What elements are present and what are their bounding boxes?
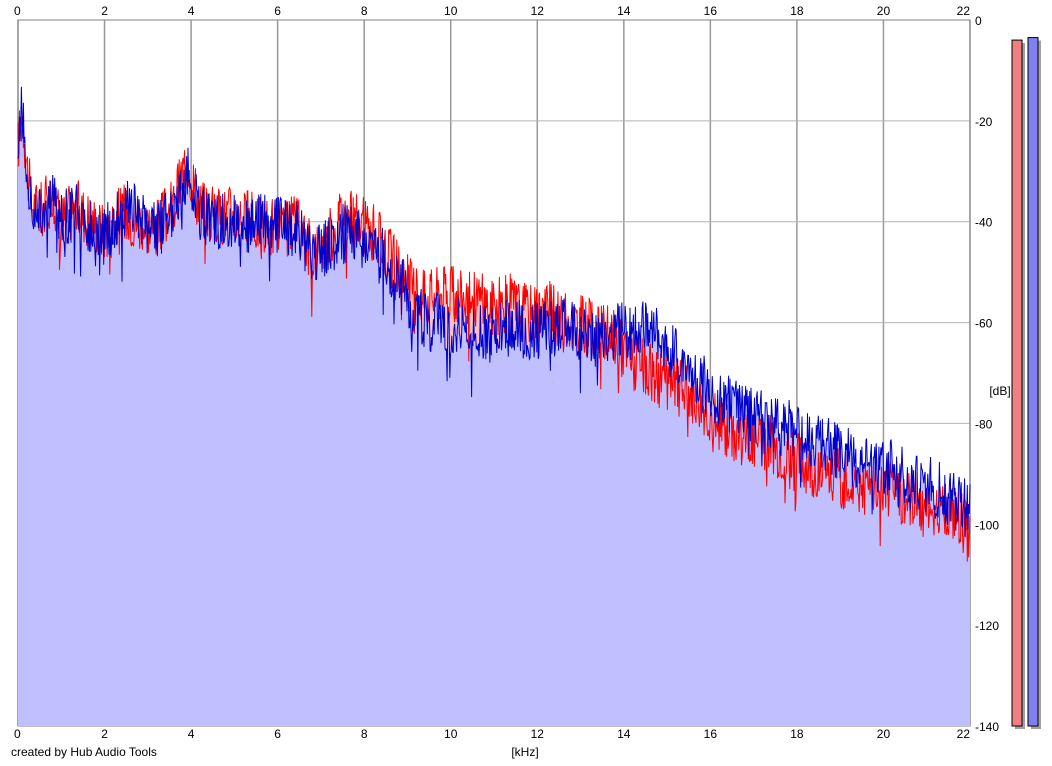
tick-labels: 002244668810101212141416161818202022220-… [14,4,999,741]
x-tick-label-top: 6 [274,4,281,18]
y-tick-label: 0 [975,14,982,28]
x-tick-label-top: 2 [101,4,108,18]
x-tick-label-top: 22 [957,4,971,18]
y-tick-label: -60 [975,317,993,331]
y-tick-label: -120 [975,619,999,633]
y-tick-label: -40 [975,216,993,230]
x-tick-label-top: 18 [790,4,804,18]
right-channel-line [17,86,971,538]
y-tick-label: -80 [975,417,993,431]
x-tick-label-bottom: 4 [188,727,195,741]
x-tick-label-top: 10 [444,4,458,18]
x-tick-label-bottom: 6 [274,727,281,741]
x-tick-label-bottom: 12 [531,727,545,741]
x-tick-label-bottom: 8 [361,727,368,741]
x-tick-label-top: 8 [361,4,368,18]
x-tick-label-bottom: 20 [877,727,891,741]
y-axis-label: [dB] [989,384,1010,398]
x-tick-label-top: 4 [188,4,195,18]
x-tick-label-bottom: 22 [957,727,971,741]
level-meters [1011,37,1041,730]
x-tick-label-top: 20 [877,4,891,18]
y-tick-label: -140 [975,720,999,734]
spectrum-lines [17,86,971,562]
x-tick-label-top: 12 [531,4,545,18]
x-tick-label-bottom: 0 [14,727,21,741]
x-tick-label-bottom: 14 [617,727,631,741]
x-tick-label-top: 14 [617,4,631,18]
x-tick-label-bottom: 18 [790,727,804,741]
x-tick-label-top: 16 [704,4,718,18]
meter-right [1027,37,1039,727]
y-tick-label: -20 [975,115,993,129]
x-tick-label-bottom: 10 [444,727,458,741]
x-tick-label-top: 0 [14,4,21,18]
credit-text: created by Hub Audio Tools [11,745,157,759]
x-tick-label-bottom: 2 [101,727,108,741]
y-tick-label: -100 [975,518,999,532]
x-tick-label-bottom: 16 [704,727,718,741]
x-axis-label: [kHz] [511,745,538,759]
meter-left [1011,39,1023,727]
